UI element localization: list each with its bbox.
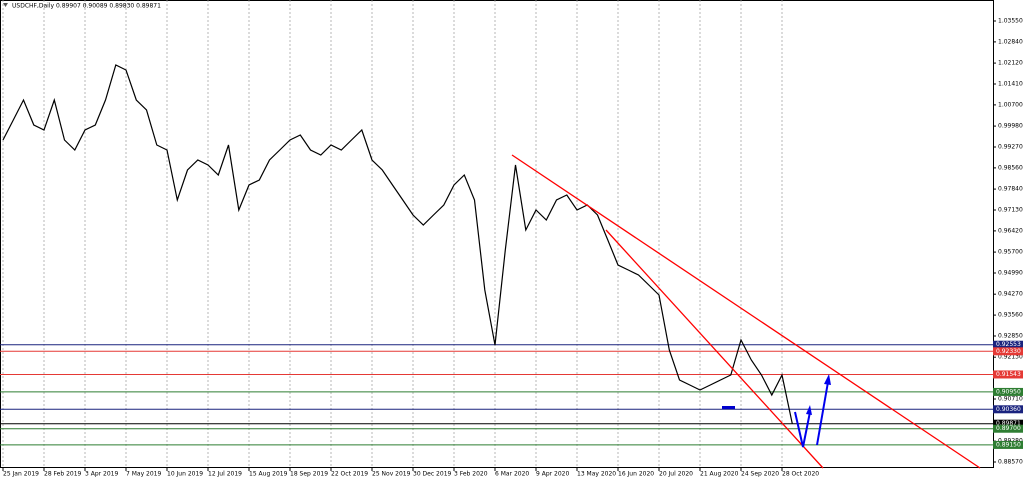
y-tick-label: 1.02840	[998, 38, 1023, 45]
arrow	[794, 411, 811, 448]
annotations	[511, 154, 981, 469]
price-level-box	[993, 419, 1023, 428]
y-tick-label: 0.99270	[998, 143, 1023, 150]
x-tick-label: 18 Sep 2019	[290, 471, 328, 478]
x-tick-label: 10 Jun 2019	[167, 471, 203, 478]
price-line	[2, 64, 793, 424]
price-level-box	[993, 340, 1023, 349]
y-tick-label: 1.03550	[998, 17, 1023, 24]
price-level-label: 0.89150	[996, 441, 1021, 448]
x-tick-label: 25 Jan 2019	[3, 471, 39, 478]
price-level-label: 0.90360	[996, 406, 1021, 413]
y-tick-label: 0.94270	[998, 291, 1023, 298]
x-tick-label: 21 Aug 2020	[700, 471, 739, 478]
x-tick-label: 3 Feb 2020	[454, 471, 488, 478]
y-tick-label: 0.97840	[998, 186, 1023, 193]
y-tick-label: 1.02120	[998, 60, 1023, 67]
trendline	[605, 229, 824, 469]
price-level-box	[993, 440, 1023, 449]
y-tick-label: 0.92850	[998, 332, 1023, 339]
x-tick-label: 24 Sep 2020	[741, 471, 779, 478]
marker	[722, 406, 735, 409]
x-tick-label: 28 Feb 2019	[44, 471, 82, 478]
x-tick-label: 16 Jun 2020	[618, 471, 654, 478]
arrow	[816, 381, 829, 446]
trendline	[511, 154, 981, 469]
arrow-head	[806, 405, 812, 415]
price-level-label: 0.89871	[996, 420, 1021, 427]
x-tick-label: 28 Oct 2020	[782, 471, 819, 478]
y-tick-label: 0.93560	[998, 312, 1023, 319]
x-tick-label: 12 Jul 2019	[208, 471, 242, 478]
price-level-label: 0.92330	[996, 348, 1021, 355]
x-tick-label: 7 May 2019	[126, 471, 161, 478]
y-tick-label: 1.00700	[998, 101, 1023, 108]
arrow-head	[824, 374, 831, 385]
y-tick-label: 0.90710	[998, 395, 1023, 402]
x-tick-label: 30 Dec 2019	[413, 471, 452, 478]
x-tick-label: 13 May 2020	[577, 471, 616, 478]
plot-frame	[0, 0, 994, 468]
price-level-label: 0.91543	[996, 371, 1021, 378]
x-tick-label: 20 Jul 2020	[659, 471, 693, 478]
price-level-box	[993, 370, 1023, 379]
y-tick-label: 0.88570	[998, 458, 1023, 465]
price-level-label: 0.92553	[996, 341, 1021, 348]
x-tick-label: 3 Apr 2019	[85, 471, 118, 478]
y-tick-label: 0.98560	[998, 164, 1023, 171]
price-level-box	[993, 405, 1023, 414]
y-tick-label: 0.92130	[998, 354, 1023, 361]
x-tick-label: 6 Mar 2020	[495, 471, 529, 478]
y-tick-label: 0.97130	[998, 206, 1023, 213]
y-tick-label: 0.94990	[998, 269, 1023, 276]
price-level-box	[993, 424, 1023, 433]
x-tick-label: 25 Nov 2019	[372, 471, 411, 478]
x-tick-label: 22 Oct 2019	[331, 471, 368, 478]
price-level-box	[993, 387, 1023, 396]
y-tick-label: 0.96420	[998, 227, 1023, 234]
series-layer	[2, 64, 793, 424]
price-level-box	[993, 347, 1023, 356]
price-level-label: 0.90950	[996, 388, 1021, 395]
price-level-label: 0.89700	[996, 425, 1021, 432]
y-tick-label: 0.99980	[998, 123, 1023, 130]
x-tick-label: 15 Aug 2019	[249, 471, 288, 478]
levels-layer	[0, 344, 993, 446]
title-icon	[3, 3, 8, 7]
y-tick-label: 0.95700	[998, 249, 1023, 256]
x-tick-label: 9 Apr 2020	[536, 471, 569, 478]
grid-layer	[2, 0, 783, 468]
axis-layer: 1.03550 1.02840 1.02120 1.01410 1.00700 0.999…	[2, 17, 1023, 478]
chart-title: USDCHF,Daily 0.89907 0.90089 0.89830 0.8…	[12, 3, 161, 10]
y-tick-label: 1.01410	[998, 80, 1023, 87]
